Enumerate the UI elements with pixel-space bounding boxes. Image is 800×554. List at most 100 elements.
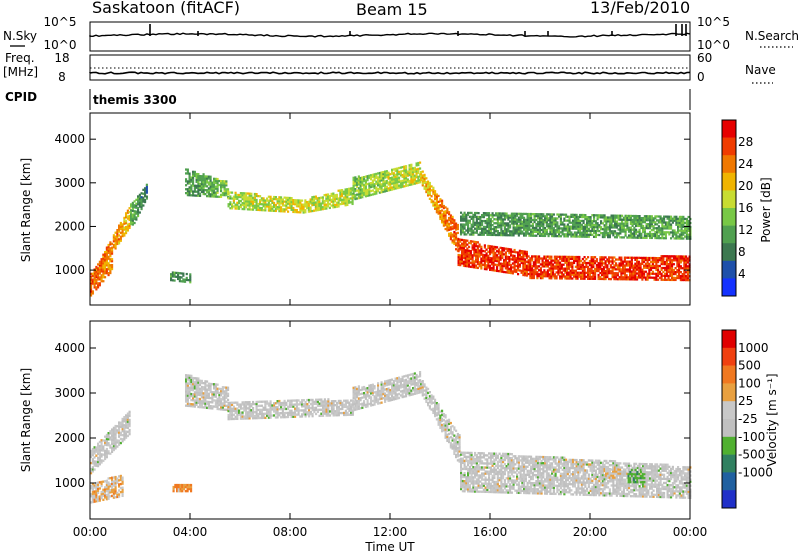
nsky-spikes — [149, 24, 687, 36]
vel-colorbar-tick-1: 500 — [738, 359, 761, 373]
power-colorbar-segment-8 — [722, 260, 736, 279]
x-axis-ticks: 00:00 04:00 08:00 12:00 16:00 20:00 00:00 — [73, 113, 708, 539]
nsky-label: N.Sky — [3, 29, 37, 43]
x-axis-label: Time UT — [364, 540, 415, 554]
vel-echo-band-8 — [627, 468, 646, 484]
vel-echo-band-0 — [90, 410, 131, 475]
power-echo-band-11 — [460, 211, 692, 240]
beam-title: Beam 15 — [356, 0, 428, 19]
power-colorbar-segment-6 — [722, 225, 736, 244]
freq-label: Freq. — [5, 51, 35, 65]
power-colorbar-segment-2 — [722, 155, 736, 174]
nsky-tick-top: 10^5 — [44, 15, 77, 29]
cpid-label: CPID — [5, 90, 37, 104]
nsky-tick-bottom: 10^0 — [44, 38, 77, 52]
power-colorbar-segment-7 — [722, 243, 736, 262]
power-colorbar-frame — [721, 119, 737, 297]
power-ytick-label-3: 4000 — [54, 132, 85, 146]
power-colorbar-segment-3 — [722, 172, 736, 191]
vel-colorbar-segment-8 — [722, 472, 736, 491]
nsky-trace — [89, 32, 691, 38]
freq-tick-bottom: 8 — [58, 70, 66, 84]
power-echo-band-6 — [352, 161, 422, 201]
power-echo-band-10 — [170, 271, 192, 284]
x-tick-label-6: 00:00 — [673, 525, 708, 539]
vel-colorbar-segment-1 — [722, 347, 736, 366]
x-tick-label-1: 04:00 — [173, 525, 208, 539]
power-colorbar-tick-4: 20 — [738, 179, 753, 193]
power-colorbar-tick-6: 28 — [738, 135, 753, 149]
power-echo-band-2 — [130, 183, 148, 226]
nsearch-tick-top: 10^5 — [697, 15, 730, 29]
power-colorbar-tick-1: 8 — [738, 245, 746, 259]
vel-echo-band-2 — [185, 374, 230, 412]
station-title: Saskatoon (fitACF) — [92, 0, 240, 17]
vel-ytick-label-3: 4000 — [54, 341, 85, 355]
velocity-y-ticks: 1000 2000 3000 4000 — [54, 341, 690, 490]
vel-echo-band-4 — [352, 371, 422, 412]
vel-colorbar-tick-4: -25 — [738, 412, 758, 426]
power-echo-band-4 — [227, 191, 304, 214]
vel-echo-band-1 — [90, 474, 124, 504]
date-title: 13/Feb/2010 — [590, 0, 690, 17]
freq-tick-top: 18 — [54, 51, 69, 65]
cpid-value: themis 3300 — [93, 93, 177, 107]
power-colorbar-segment-4 — [722, 190, 736, 209]
vel-colorbar-segment-5 — [722, 419, 736, 438]
vel-colorbar-tick-6: -500 — [738, 448, 765, 462]
power-colorbar-tick-2: 12 — [738, 223, 753, 237]
power-colorbar-label: Power [dB] — [759, 177, 773, 242]
power-colorbar-segment-1 — [722, 137, 736, 156]
x-tick-label-2: 08:00 — [273, 525, 308, 539]
freq-panel: Freq. [MHz] 18 8 60 0 Nave — [3, 51, 776, 84]
power-colorbar: 4 8 12 16 20 24 28 — [721, 119, 753, 297]
vel-echo-band-5 — [420, 380, 461, 463]
power-y-label: Slant Range [km] — [19, 158, 33, 262]
vel-echo-band-9 — [172, 483, 193, 493]
vel-colorbar-tick-7: -1000 — [738, 465, 773, 479]
vel-colorbar-segment-6 — [722, 436, 736, 455]
nsearch-tick-bottom: 10^0 — [697, 38, 730, 52]
vel-colorbar-tick-5: -100 — [738, 430, 765, 444]
vel-echo-band-7 — [605, 466, 622, 479]
nsky-panel: N.Sky 10^5 10^0 10^5 10^0 N.Search — [3, 15, 799, 52]
vel-colorbar-segment-4 — [722, 401, 736, 420]
power-ytick-label-0: 1000 — [54, 263, 85, 277]
power-ytick-label-1: 2000 — [54, 219, 85, 233]
nave-tick-top: 60 — [697, 51, 712, 65]
power-ytick-label-2: 3000 — [54, 176, 85, 190]
nave-tick-bottom: 0 — [697, 70, 705, 84]
power-colorbar-tick-3: 16 — [738, 201, 753, 215]
vel-colorbar-tick-3: 25 — [738, 394, 753, 408]
vel-echo-band-6 — [460, 451, 692, 500]
power-colorbar-segment-0 — [722, 120, 736, 138]
power-colorbar-tick-0: 4 — [738, 267, 746, 281]
x-tick-label-4: 16:00 — [473, 525, 508, 539]
velocity-colorbar: 1000 500 100 25 -25 -100 -500 -1000 — [721, 329, 773, 509]
velocity-colorbar-label: Velocity [m s⁻¹] — [765, 373, 779, 466]
vel-colorbar-segment-3 — [722, 383, 736, 402]
power-colorbar-tick-5: 24 — [738, 157, 753, 171]
velocity-y-label: Slant Range [km] — [19, 368, 33, 472]
vel-colorbar-tick-2: 100 — [738, 376, 761, 390]
power-colorbar-segment-5 — [722, 208, 736, 226]
vel-colorbar-segment-7 — [722, 454, 736, 473]
x-tick-label-5: 20:00 — [573, 525, 608, 539]
power-echoes — [90, 161, 692, 297]
freq-trace — [89, 71, 691, 75]
x-tick-label-0: 00:00 — [73, 525, 108, 539]
power-echo-band-7 — [420, 170, 459, 252]
vel-ytick-label-2: 3000 — [54, 386, 85, 400]
freq-unit: [MHz] — [3, 65, 38, 79]
nsearch-label: N.Search — [745, 29, 799, 43]
power-echo-band-9 — [527, 255, 691, 282]
velocity-panel: 1000 2000 3000 4000 Slant Range [km] 1000 50… — [19, 320, 779, 520]
vel-ytick-label-0: 1000 — [54, 476, 85, 490]
power-colorbar-segment-9 — [722, 278, 736, 297]
vel-colorbar-frame — [721, 329, 737, 509]
power-echo-band-1 — [90, 258, 114, 297]
velocity-echoes — [90, 371, 692, 504]
vel-colorbar-segment-0 — [722, 330, 736, 349]
x-tick-label-3: 12:00 — [373, 525, 408, 539]
